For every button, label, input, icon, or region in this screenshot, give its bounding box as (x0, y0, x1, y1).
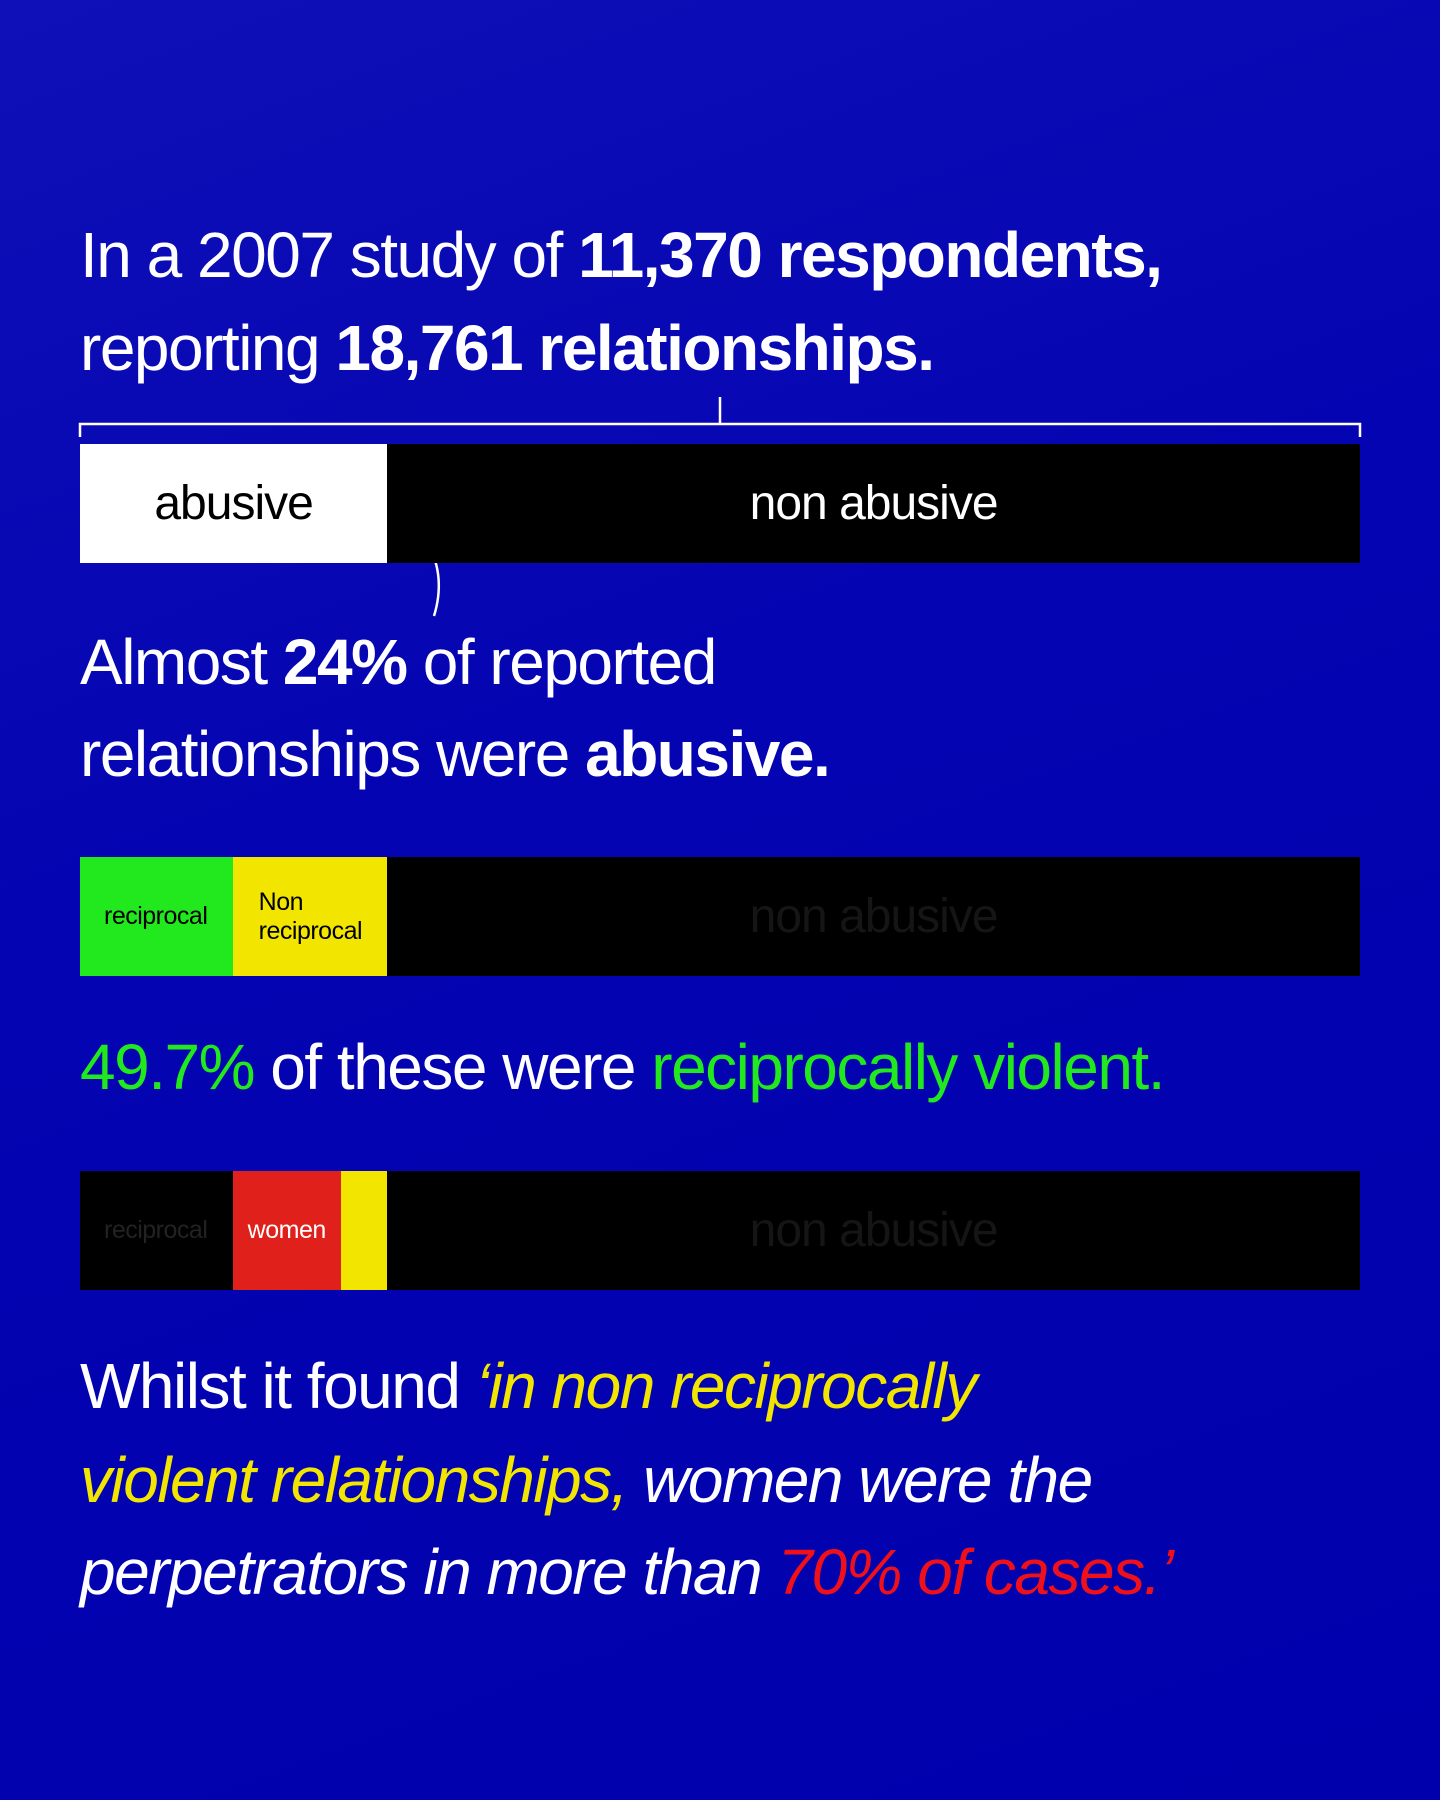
quote-text: women were the (626, 1444, 1093, 1516)
respondents-count: 11,370 respondents, (578, 219, 1163, 291)
statement3-line-1: Whilst it found ‘in non reciprocally (80, 1340, 978, 1433)
segment-abusive: abusive (80, 444, 388, 563)
reciprocal-percent: 49.7% (80, 1031, 255, 1103)
heading-line-2: reporting 18,761 relationships. (80, 302, 935, 395)
bar-abusive-split: abusive non abusive (80, 444, 1360, 563)
segment-reciprocal: reciprocal (80, 857, 233, 976)
statement-text: Whilst it found (80, 1350, 476, 1422)
heading-text: In a 2007 study of (80, 219, 579, 291)
segment-non-reciprocal: Non reciprocal (232, 857, 388, 976)
relationships-count: 18,761 relationships. (335, 312, 935, 384)
women-percent: 70% of cases.’ (777, 1536, 1174, 1608)
bracket (78, 397, 1362, 437)
segment-label: reciprocal (104, 902, 208, 930)
segment-non-abusive: non abusive (387, 857, 1360, 976)
statement1-line-2: relationships were abusive. (80, 708, 831, 801)
segment-label: Non reciprocal (258, 887, 363, 945)
segment-label: abusive (154, 477, 313, 530)
abusive-percent: 24% (282, 626, 408, 698)
segment-other (340, 1171, 388, 1290)
statement-emphasis: reciprocally violent. (651, 1031, 1165, 1103)
statement1-line-1: Almost 24% of reported (80, 616, 718, 709)
segment-non-abusive: non abusive (387, 1171, 1360, 1290)
statement-text: Almost (80, 626, 283, 698)
bar-reciprocal-split: reciprocal Non reciprocal non abusive (80, 857, 1360, 976)
statement3-line-3: perpetrators in more than 70% of cases.’ (80, 1526, 1174, 1619)
segment-label: non abusive (749, 890, 999, 943)
heading-text: reporting (80, 312, 336, 384)
quote-text: ‘in non reciprocally (475, 1350, 978, 1422)
bar-women-split: reciprocal women non abusive (80, 1171, 1360, 1290)
quote-text: perpetrators in more than (80, 1536, 778, 1608)
statement-emphasis: abusive. (585, 718, 831, 790)
statement-text: relationships were (80, 718, 586, 790)
statement-text: of reported (406, 626, 718, 698)
heading-line-1: In a 2007 study of 11,370 respondents, (80, 209, 1163, 302)
segment-women: women (232, 1171, 341, 1290)
segment-label: reciprocal (104, 1216, 208, 1244)
statement-text: of these were (253, 1031, 652, 1103)
segment-label: women (247, 1216, 327, 1244)
segment-label: non abusive (749, 477, 999, 530)
statement2: 49.7% of these were reciprocally violent… (80, 1021, 1165, 1114)
segment-reciprocal: reciprocal (80, 1171, 233, 1290)
segment-label: non abusive (749, 1204, 999, 1257)
quote-text: violent relationships, (80, 1444, 628, 1516)
statement3-line-2: violent relationships, women were the (80, 1434, 1093, 1527)
segment-non-abusive: non abusive (387, 444, 1360, 563)
